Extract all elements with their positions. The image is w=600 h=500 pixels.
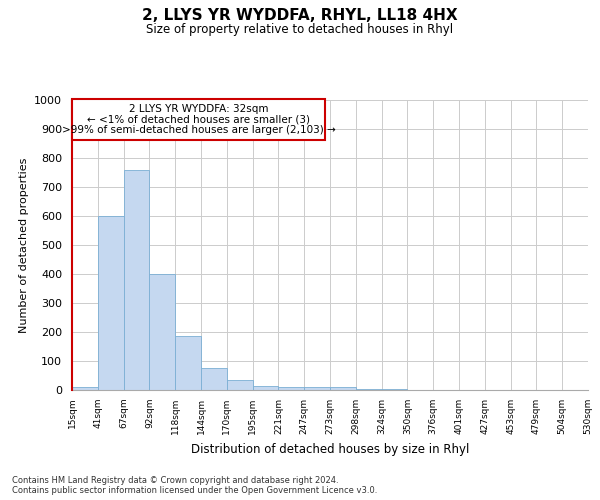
Y-axis label: Number of detached properties: Number of detached properties [19,158,29,332]
Bar [227,380,253,390]
Bar [72,98,325,140]
Bar [124,170,149,390]
Text: Size of property relative to detached houses in Rhyl: Size of property relative to detached ho… [146,22,454,36]
Bar [201,368,227,390]
Bar [149,274,175,390]
Bar [175,336,201,390]
Bar [72,387,98,390]
Text: ← <1% of detached houses are smaller (3): ← <1% of detached houses are smaller (3) [87,114,310,124]
Text: 2, LLYS YR WYDDFA, RHYL, LL18 4HX: 2, LLYS YR WYDDFA, RHYL, LL18 4HX [142,8,458,22]
Text: Contains HM Land Registry data © Crown copyright and database right 2024.
Contai: Contains HM Land Registry data © Crown c… [12,476,377,495]
Bar [356,388,382,390]
Text: 2 LLYS YR WYDDFA: 32sqm: 2 LLYS YR WYDDFA: 32sqm [128,104,268,115]
Bar [98,216,124,390]
Bar [278,386,304,390]
Bar [304,387,330,390]
Text: Distribution of detached houses by size in Rhyl: Distribution of detached houses by size … [191,442,469,456]
Text: >99% of semi-detached houses are larger (2,103) →: >99% of semi-detached houses are larger … [62,124,335,134]
Bar [330,387,356,390]
Bar [253,386,278,390]
